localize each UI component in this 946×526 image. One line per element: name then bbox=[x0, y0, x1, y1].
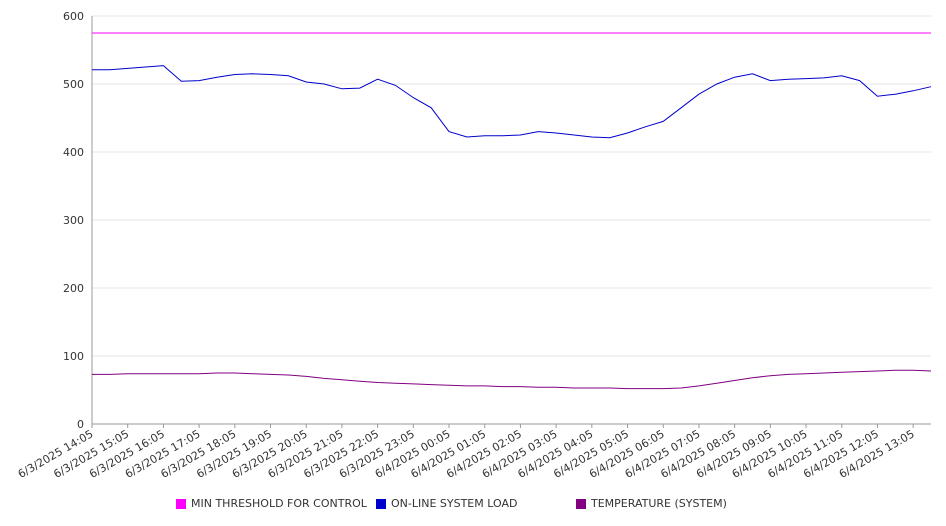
y-axis: 0 100 200 300 400 500 600 bbox=[63, 10, 93, 431]
legend: MIN THRESHOLD FOR CONTROL ON-LINE SYSTEM… bbox=[0, 497, 946, 515]
y-tick-label: 400 bbox=[63, 146, 84, 159]
legend-item-temperature: TEMPERATURE (SYSTEM) bbox=[576, 497, 727, 510]
legend-item-system-load: ON-LINE SYSTEM LOAD bbox=[376, 497, 517, 510]
y-tick-label: 500 bbox=[63, 78, 84, 91]
system-load-line bbox=[92, 65, 932, 139]
grid-lines bbox=[92, 15, 931, 425]
legend-label-temperature: TEMPERATURE (SYSTEM) bbox=[591, 497, 727, 510]
y-tick-label: 600 bbox=[63, 10, 84, 23]
legend-item-threshold: MIN THRESHOLD FOR CONTROL bbox=[176, 497, 367, 510]
x-axis: 6/3/2025 14:056/3/2025 15:056/3/2025 16:… bbox=[16, 424, 917, 481]
legend-swatch-system-load bbox=[376, 498, 386, 509]
series-lines bbox=[92, 32, 932, 390]
y-tick-label: 0 bbox=[77, 418, 84, 431]
y-tick-label: 300 bbox=[63, 214, 84, 227]
legend-swatch-threshold bbox=[176, 498, 186, 509]
y-tick-label: 100 bbox=[63, 350, 84, 363]
legend-label-system-load: ON-LINE SYSTEM LOAD bbox=[391, 497, 518, 510]
y-tick-label: 200 bbox=[63, 282, 84, 295]
legend-label-threshold: MIN THRESHOLD FOR CONTROL bbox=[191, 497, 367, 510]
legend-swatch-temperature bbox=[576, 498, 586, 509]
temperature-line bbox=[92, 369, 932, 390]
